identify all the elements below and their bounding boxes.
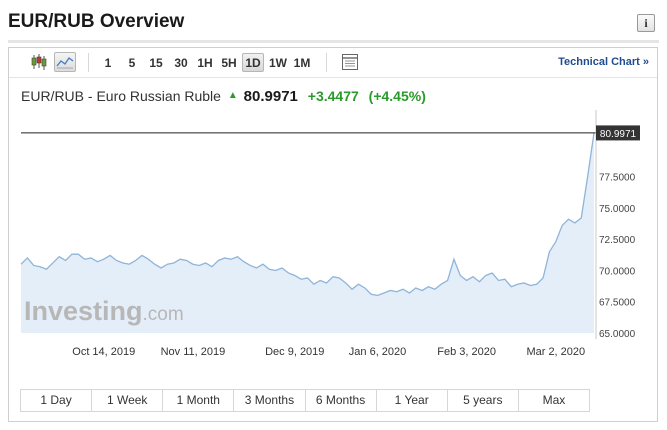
interval-1m-button[interactable]: 1M <box>293 56 311 70</box>
y-tick-label: 77.5000 <box>599 173 636 184</box>
instrument-name: EUR/RUB - Euro Russian Ruble <box>21 88 221 104</box>
chart-widget: 1 5 15 30 1H 5H 1D 1W 1M Technical Chart… <box>8 47 658 422</box>
interval-30-button[interactable]: 30 <box>174 56 188 70</box>
interval-1h-button[interactable]: 1H <box>197 56 213 70</box>
info-icon[interactable]: i <box>637 14 655 32</box>
x-tick-label: Oct 14, 2019 <box>72 346 135 358</box>
interval-15-button[interactable]: 15 <box>149 56 163 70</box>
toolbar-separator <box>326 53 327 72</box>
last-price-label-box <box>596 125 640 141</box>
technical-chart-link[interactable]: Technical Chart » <box>558 56 649 68</box>
x-tick-label: Nov 11, 2019 <box>161 346 226 358</box>
line-chart-icon[interactable] <box>54 52 76 72</box>
price-change: +3.4477 <box>307 88 359 104</box>
table-settings-icon[interactable] <box>339 52 361 72</box>
investing-watermark: Investing.com <box>24 296 184 326</box>
price-chart[interactable]: Investing.com 65.0000 67.5000 70.0000 72.500… <box>9 108 657 366</box>
y-tick-label: 70.0000 <box>599 266 636 277</box>
price-line <box>20 132 595 297</box>
range-button-1-year[interactable]: 1 Year <box>377 390 448 411</box>
range-button-6-months[interactable]: 6 Months <box>306 390 377 411</box>
interval-5-button[interactable]: 5 <box>128 56 136 70</box>
range-button-1-week[interactable]: 1 Week <box>92 390 164 411</box>
interval-1w-button[interactable]: 1W <box>269 56 287 70</box>
range-button-1-day[interactable]: 1 Day <box>21 390 93 411</box>
interval-1d-button[interactable]: 1D <box>242 53 264 72</box>
x-tick-label: Dec 9, 2019 <box>265 346 324 358</box>
range-button-max[interactable]: Max <box>542 393 566 407</box>
y-tick-label: 72.5000 <box>599 235 636 246</box>
range-button-3-months[interactable]: 3 Months <box>234 390 306 411</box>
last-price-label: 80.9971 <box>600 129 637 140</box>
range-selector: 1 Day 1 Week 1 Month 3 Months 6 Months 1 Year… <box>20 389 590 412</box>
last-price: 80.9971 <box>243 88 298 105</box>
page-title: EUR/RUB Overview <box>8 11 185 32</box>
interval-5h-button[interactable]: 5H <box>221 56 237 70</box>
header-divider <box>8 40 659 43</box>
interval-1-button[interactable]: 1 <box>104 56 112 70</box>
x-tick-label: Jan 6, 2020 <box>349 346 407 358</box>
x-tick-label: Feb 3, 2020 <box>437 346 496 358</box>
price-area <box>21 132 594 333</box>
price-change-percent: (+4.45%) <box>368 88 426 104</box>
toolbar-separator <box>88 53 89 72</box>
up-arrow-icon: ▲ <box>227 90 238 101</box>
x-tick-label: Mar 2, 2020 <box>526 346 585 358</box>
chart-toolbar: 1 5 15 30 1H 5H 1D 1W 1M Technical Chart… <box>9 48 657 78</box>
y-tick-label: 75.0000 <box>599 204 636 215</box>
technical-chart-label[interactable]: Technical Chart <box>558 56 640 68</box>
range-button-5-years[interactable]: 5 years <box>448 390 519 411</box>
y-tick-label: 65.0000 <box>599 329 636 340</box>
quote-line: EUR/RUB - Euro Russian Ruble ▲ 80.9971 +… <box>21 88 426 105</box>
double-chevron-right-icon: » <box>642 56 649 68</box>
candlestick-icon[interactable] <box>28 52 50 72</box>
range-button-1-month[interactable]: 1 Month <box>163 390 235 411</box>
y-tick-label: 67.5000 <box>599 298 636 309</box>
